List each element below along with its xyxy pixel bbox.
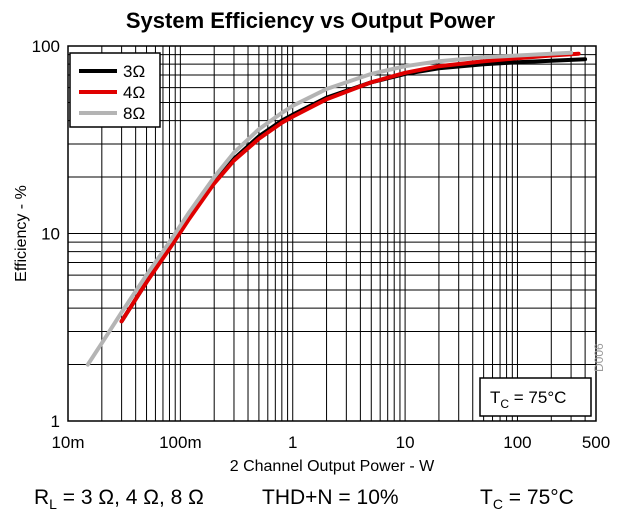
figure-id: D006 (592, 343, 606, 372)
temperature-symbol: T (480, 486, 493, 509)
annotation-subscript: C (500, 397, 509, 411)
load-symbol: R (34, 486, 50, 509)
temperature-subscript: C (492, 496, 503, 513)
x-tick-label: 10m (51, 433, 84, 452)
annotation-text: TC = 75°C (490, 388, 566, 411)
x-tick-label: 500 (582, 433, 610, 452)
legend-label: 4Ω (123, 83, 145, 102)
y-tick-label: 10 (41, 225, 60, 244)
x-tick-label: 1 (288, 433, 297, 452)
y-tick-label: 100 (32, 37, 60, 56)
load-values: = 3 Ω, 4 Ω, 8 Ω (56, 486, 204, 509)
load-subscript: L (49, 496, 57, 513)
plot-frame (67, 45, 597, 422)
x-tick-label: 100m (159, 433, 202, 452)
load-condition: RL = 3 Ω, 4 Ω, 8 Ω (34, 486, 204, 512)
y-tick-label: 1 (51, 412, 60, 431)
annotation-box (479, 377, 592, 417)
x-tick-label: 100 (503, 433, 531, 452)
series-line-1 (119, 57, 588, 324)
legend-label: 3Ω (123, 62, 145, 81)
x-axis-label: 2 Channel Output Power - W (230, 458, 435, 475)
chart-title: System Efficiency vs Output Power (125, 8, 496, 33)
series-line-3 (85, 50, 574, 367)
thd-condition: THD+N = 10% (262, 486, 399, 509)
annotation-symbol: T (490, 388, 500, 407)
series-line-2 (119, 51, 581, 324)
legend-label: 8Ω (123, 104, 145, 123)
y-axis-label: Efficiency - % (13, 185, 30, 282)
annotation-value: = 75°C (509, 388, 566, 407)
temperature-value: = 75°C (502, 486, 574, 509)
x-tick-label: 10 (396, 433, 415, 452)
temperature-condition: TC = 75°C (480, 486, 574, 512)
